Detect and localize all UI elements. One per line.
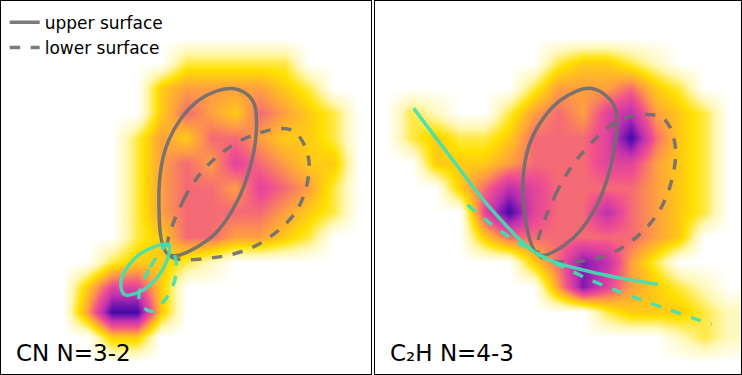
svg-text:CN N=3-2: CN N=3-2 xyxy=(16,340,131,366)
svg-text:lower surface: lower surface xyxy=(45,38,160,58)
svg-text:C₂H N=4-3: C₂H N=4-3 xyxy=(390,340,514,366)
svg-text:upper surface: upper surface xyxy=(45,13,163,33)
